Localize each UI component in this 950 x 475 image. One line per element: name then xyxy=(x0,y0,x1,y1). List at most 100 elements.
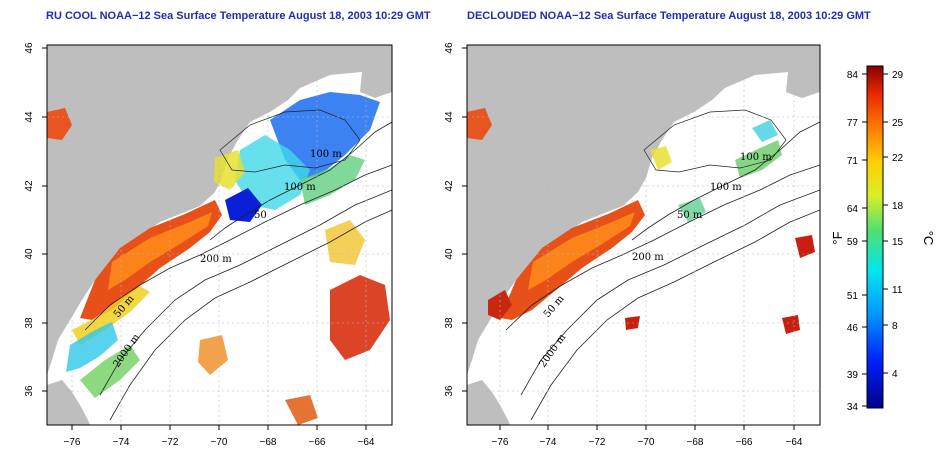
right-y-tick-label: 40 xyxy=(444,248,455,260)
right-contour-200m xyxy=(505,164,820,331)
right-sst-offshore-red2 xyxy=(782,315,800,334)
right-map-title: DECLOUDED NOAA−12 Sea Surface Temperatur… xyxy=(467,10,871,22)
colorbar-gradient xyxy=(866,65,884,409)
right-sst-orange xyxy=(528,212,635,290)
right-sst-cyan-patch xyxy=(752,120,778,142)
celsius-tick-label: 8 xyxy=(892,321,898,332)
colorbar: 84 77 71 64 59 51 46 39 34 29 25 22 18 1… xyxy=(830,65,936,413)
celsius-tick-label: 25 xyxy=(892,118,904,129)
right-map-panel: 100 m 100 m 50 m 200 m 50 m 2000 m −76 −… xyxy=(444,42,821,448)
fahrenheit-tick-label: 64 xyxy=(847,204,859,215)
left-contour-label: 100 m xyxy=(310,149,342,160)
left-x-tick-label: −64 xyxy=(358,437,375,448)
left-contour-label: 100 m xyxy=(284,182,316,193)
right-sst-yellow-patch xyxy=(650,146,672,170)
left-contour-2000m-b xyxy=(109,209,392,421)
right-sst-nw-patch xyxy=(467,108,492,140)
fahrenheit-tick-label: 39 xyxy=(847,370,859,381)
right-contour-50m xyxy=(631,121,820,241)
fahrenheit-tick-label: 51 xyxy=(847,291,859,302)
right-sst-green-patch xyxy=(678,198,706,222)
left-grid xyxy=(47,45,392,425)
fahrenheit-tick-label: 71 xyxy=(847,156,859,167)
left-x-tick-label: −72 xyxy=(162,437,179,448)
left-sst-offshore-patch3 xyxy=(198,335,228,375)
right-x-tick-label: −70 xyxy=(638,437,655,448)
left-y-tick-label: 36 xyxy=(24,385,35,397)
celsius-tick-label: 18 xyxy=(892,201,904,212)
right-sst-green-slope xyxy=(735,140,782,178)
left-sst-orange xyxy=(108,212,212,290)
right-y-tick-label: 44 xyxy=(444,111,455,123)
left-sst-green-slope xyxy=(300,155,365,205)
left-x-tick-label: −66 xyxy=(309,437,326,448)
right-land-novascotia xyxy=(786,58,820,98)
right-contour-2000m xyxy=(520,189,820,396)
left-contour-label: 200 m xyxy=(200,254,232,265)
right-contour-label: 100 m xyxy=(740,152,772,163)
celsius-tick-label: 11 xyxy=(892,285,903,296)
left-y-tick-label: 42 xyxy=(24,180,35,192)
left-sst-green-south xyxy=(80,345,140,398)
left-contour-50m xyxy=(209,121,392,241)
fahrenheit-tick-label: 46 xyxy=(847,323,859,334)
right-y-tick-label: 42 xyxy=(444,180,455,192)
right-x-tick-label: −76 xyxy=(492,437,509,448)
fahrenheit-tick-label: 34 xyxy=(847,402,859,413)
right-x-tick-label: −72 xyxy=(589,437,606,448)
right-grid xyxy=(467,45,820,425)
right-y-tick-label: 36 xyxy=(444,385,455,397)
left-sst-yellow-band xyxy=(72,286,150,345)
celsius-tick-label: 29 xyxy=(892,70,904,81)
left-sst-yellow-patch xyxy=(214,150,245,190)
left-sst-cyan-georges xyxy=(235,135,310,210)
right-x-tick-label: −74 xyxy=(540,437,557,448)
right-y-tick-label: 38 xyxy=(444,317,455,329)
fahrenheit-unit-label: °F xyxy=(830,231,845,244)
right-contour-2000m-b xyxy=(530,209,820,421)
left-x-tick-label: −74 xyxy=(113,437,130,448)
right-y-tick-label: 46 xyxy=(444,42,455,54)
left-contour-2000m xyxy=(99,189,392,396)
right-land-mainland xyxy=(467,45,820,375)
left-ticks xyxy=(42,47,367,430)
right-contour-label: 50 m xyxy=(677,210,703,221)
celsius-unit-label: °C xyxy=(921,231,936,246)
left-sst-offshore-yellow xyxy=(325,220,365,265)
left-x-tick-label: −76 xyxy=(64,437,81,448)
left-sst-offshore-patch2 xyxy=(285,395,318,425)
celsius-tick-label: 15 xyxy=(892,237,904,248)
left-sst-offshore-red xyxy=(330,275,390,360)
right-contour-gulf xyxy=(643,109,787,173)
left-sst-darkblue xyxy=(225,188,262,222)
left-contour-label: 50 xyxy=(254,210,267,221)
left-y-tick-label: 46 xyxy=(24,42,35,54)
left-y-tick-label: 44 xyxy=(24,111,35,123)
left-x-tick-label: −68 xyxy=(260,437,277,448)
fahrenheit-tick-label: 77 xyxy=(847,118,859,129)
fahrenheit-tick-label: 84 xyxy=(847,70,859,81)
celsius-tick-label: 4 xyxy=(892,369,898,380)
left-sst-nw-patch xyxy=(47,108,72,140)
left-contour-gulf xyxy=(219,109,361,173)
left-land-novascotia xyxy=(360,58,392,98)
right-contour-label: 100 m xyxy=(710,182,742,193)
left-y-tick-label: 38 xyxy=(24,317,35,329)
right-contour-label: 200 m xyxy=(632,252,664,263)
left-contour-200m xyxy=(84,164,392,331)
colorbar-ticks xyxy=(862,73,888,407)
right-x-tick-label: −66 xyxy=(736,437,753,448)
fahrenheit-tick-label: 59 xyxy=(847,237,859,248)
right-sst-offshore-red xyxy=(795,235,815,258)
right-ticks xyxy=(462,47,795,430)
celsius-tick-label: 22 xyxy=(892,153,904,164)
right-x-tick-label: −64 xyxy=(786,437,803,448)
left-y-tick-label: 40 xyxy=(24,248,35,260)
left-sst-cyan-coastal xyxy=(66,322,118,372)
right-x-tick-label: −68 xyxy=(687,437,704,448)
left-map-title: RU COOL NOAA−12 Sea Surface Temperature … xyxy=(46,10,431,22)
right-map-frame xyxy=(466,44,821,426)
left-land-mainland xyxy=(47,45,392,375)
left-map-panel: 100 m 100 m 50 200 m 50 m 2000 m −76 −74… xyxy=(24,42,393,448)
